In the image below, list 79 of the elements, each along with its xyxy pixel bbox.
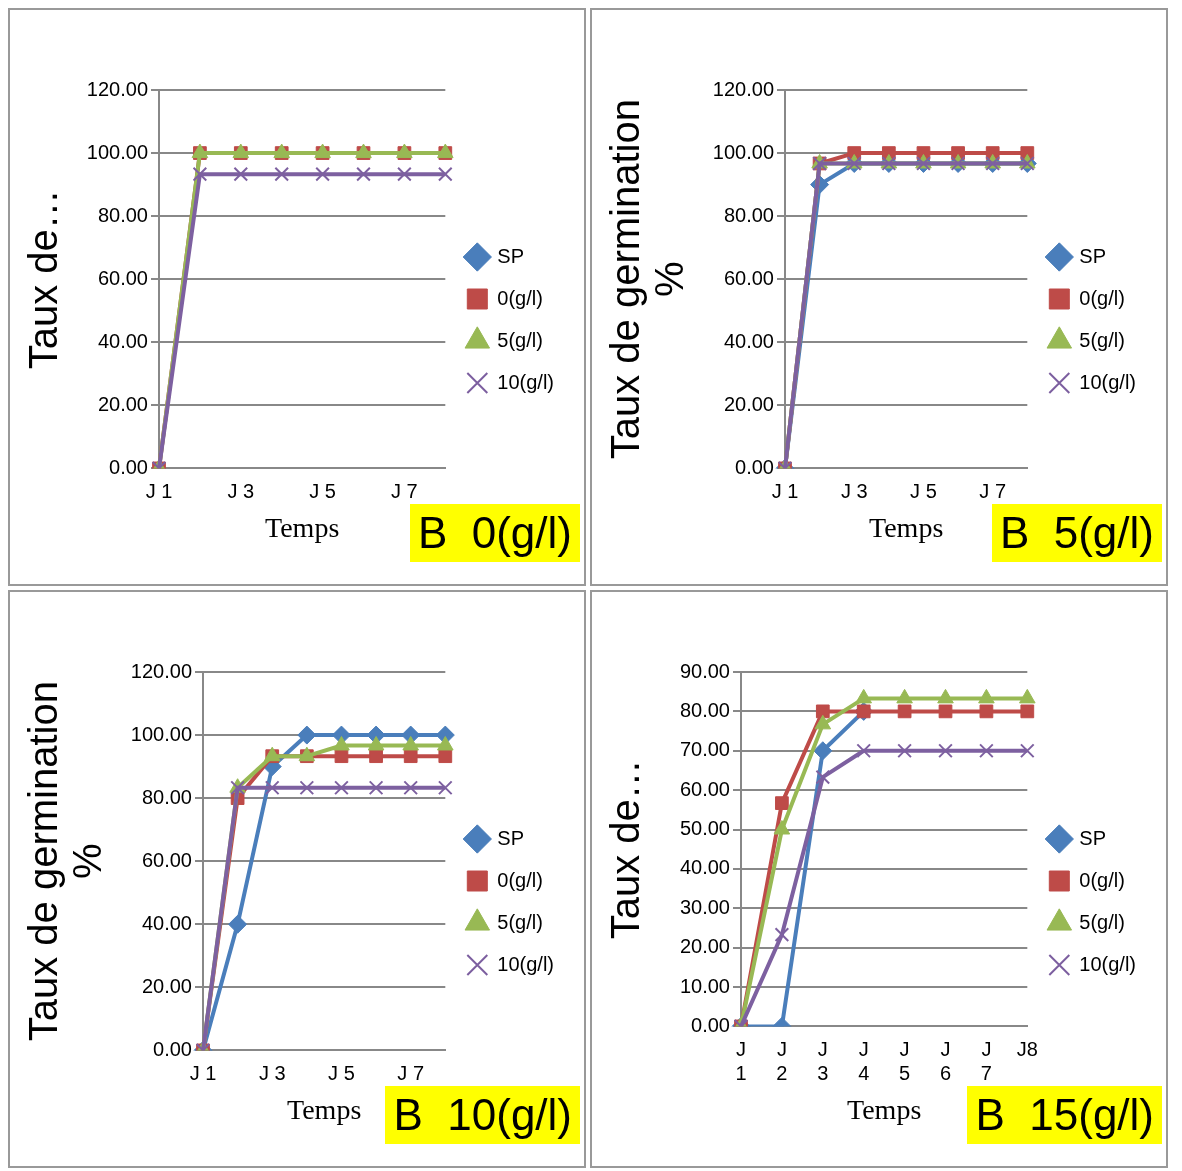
y-tick-label: 100.00 [712, 140, 774, 163]
y-tick-label: 90.00 [679, 659, 730, 682]
legend-label: 5(g/l) [1079, 328, 1125, 351]
legend-label: 10(g/l) [1079, 370, 1137, 393]
x-tick-label: J 7 [979, 479, 1007, 502]
y-tick-label: 30.00 [679, 895, 730, 918]
y-tick-label: 20.00 [97, 392, 148, 415]
x-tick-label: J 5 [328, 1061, 355, 1084]
legend-label: 0(g/l) [497, 868, 543, 891]
legend-label: SP [497, 826, 524, 849]
x-tick-label: J 7 [391, 479, 418, 502]
legend-label: 10(g/l) [1079, 952, 1137, 975]
x-tick-label: J 3 [258, 1061, 286, 1084]
y-tick-label: 0.00 [691, 1013, 730, 1036]
x-tick-label: J 1 [735, 1037, 747, 1084]
x-tick-label: J 1 [771, 479, 799, 502]
y-tick-label: 100.00 [86, 140, 148, 163]
y-axis-title: Taux de… [603, 759, 648, 940]
y-tick-label: 60.00 [679, 777, 730, 800]
y-tick-label: 40.00 [679, 856, 730, 879]
y-tick-label: 70.00 [679, 738, 730, 761]
y-tick-label: 80.00 [679, 698, 730, 721]
text: B 10(g/l) [385, 1086, 580, 1144]
y-tick-label: 60.00 [723, 266, 774, 289]
x-tick-label: J 6 [939, 1037, 952, 1084]
y-tick-label: 120.00 [130, 659, 192, 682]
legend-label: SP [1079, 244, 1106, 267]
y-tick-label: 120.00 [86, 77, 148, 100]
x-tick-label: J 7 [980, 1037, 992, 1084]
x-tick-label: J 1 [145, 479, 173, 502]
y-tick-label: 80.00 [141, 785, 192, 808]
text: B 0(g/l) [409, 504, 580, 562]
y-axis-title: Taux de… [21, 189, 66, 370]
y-tick-label: 60.00 [97, 266, 148, 289]
y-tick-label: 40.00 [723, 329, 774, 352]
legend-label: 5(g/l) [1079, 910, 1125, 933]
legend-label: SP [497, 244, 524, 267]
legend-label: 5(g/l) [497, 328, 543, 351]
text: B 5(g/l) [991, 504, 1162, 562]
x-tick-label: J 1 [189, 1061, 217, 1084]
x-tick-label: J 3 [840, 479, 868, 502]
y-tick-label: 0.00 [735, 455, 774, 478]
legend-label: 10(g/l) [497, 952, 555, 975]
y-axis-title: Taux de germination % [603, 99, 692, 460]
x-tick-label: J8 [1016, 1037, 1038, 1060]
y-tick-label: 40.00 [97, 329, 148, 352]
x-tick-label: J 5 [910, 479, 937, 502]
x-axis-title: Temps [265, 511, 340, 543]
y-tick-label: 20.00 [141, 974, 192, 997]
legend-label: 10(g/l) [497, 370, 555, 393]
x-tick-label: J 7 [397, 1061, 425, 1084]
y-tick-label: 0.00 [153, 1037, 192, 1060]
legend-label: SP [1079, 826, 1106, 849]
y-tick-label: 100.00 [130, 722, 192, 745]
text: B 15(g/l) [967, 1086, 1162, 1144]
y-tick-label: 80.00 [97, 203, 148, 226]
y-tick-label: 50.00 [679, 817, 730, 840]
x-tick-label: J 4 [858, 1037, 870, 1084]
y-tick-label: 40.00 [141, 911, 192, 934]
y-tick-label: 20.00 [723, 392, 774, 415]
x-tick-label: J 5 [309, 479, 336, 502]
y-tick-label: 20.00 [679, 935, 730, 958]
y-tick-label: 120.00 [712, 77, 774, 100]
y-axis-title: Taux de germination % [21, 681, 110, 1042]
x-axis-title: Temps [287, 1093, 362, 1125]
legend-label: 0(g/l) [1079, 868, 1125, 891]
x-axis-title: Temps [869, 511, 944, 543]
y-tick-label: 0.00 [109, 455, 148, 478]
x-tick-label: J 2 [776, 1037, 788, 1084]
legend-label: 5(g/l) [497, 910, 543, 933]
y-tick-label: 80.00 [723, 203, 774, 226]
legend-label: 0(g/l) [1079, 286, 1125, 309]
legend-label: 0(g/l) [497, 286, 543, 309]
x-tick-label: J 3 [817, 1037, 829, 1084]
y-tick-label: 10.00 [679, 974, 730, 997]
x-tick-label: J 5 [899, 1037, 911, 1084]
x-axis-title: Temps [847, 1093, 922, 1125]
y-tick-label: 60.00 [141, 848, 192, 871]
x-tick-label: J 3 [227, 479, 255, 502]
